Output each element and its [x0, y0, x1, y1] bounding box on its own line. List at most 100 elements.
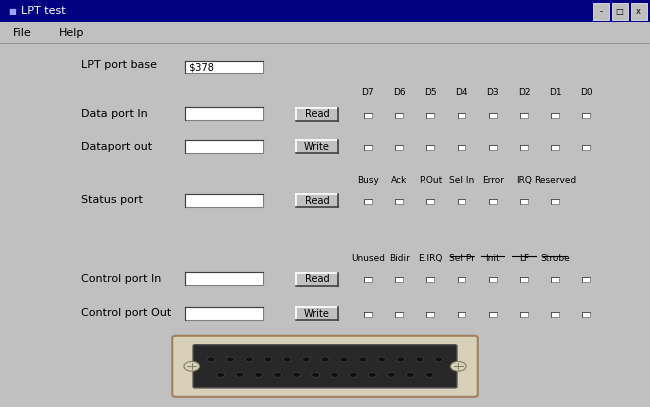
Text: D7: D7: [361, 88, 374, 97]
FancyBboxPatch shape: [395, 113, 403, 118]
Text: Write: Write: [304, 142, 330, 152]
FancyBboxPatch shape: [582, 312, 590, 317]
Text: -: -: [599, 7, 602, 16]
FancyBboxPatch shape: [426, 312, 434, 317]
Circle shape: [184, 361, 200, 371]
Circle shape: [255, 372, 263, 377]
FancyBboxPatch shape: [426, 145, 434, 150]
FancyBboxPatch shape: [364, 113, 372, 118]
Text: Sel In: Sel In: [449, 176, 474, 185]
Circle shape: [359, 357, 367, 362]
Text: Status port: Status port: [81, 195, 143, 205]
Text: x: x: [636, 7, 641, 16]
FancyBboxPatch shape: [364, 145, 372, 150]
FancyBboxPatch shape: [296, 194, 338, 207]
FancyBboxPatch shape: [185, 272, 263, 285]
Text: Ack: Ack: [391, 176, 407, 185]
Circle shape: [425, 372, 433, 377]
FancyBboxPatch shape: [185, 307, 263, 320]
Text: Busy: Busy: [357, 176, 379, 185]
FancyBboxPatch shape: [612, 3, 628, 20]
Text: LPT test: LPT test: [21, 7, 66, 16]
Circle shape: [302, 357, 310, 362]
FancyBboxPatch shape: [458, 312, 465, 317]
FancyBboxPatch shape: [520, 199, 528, 204]
Text: D0: D0: [580, 88, 593, 97]
FancyBboxPatch shape: [551, 199, 559, 204]
FancyBboxPatch shape: [551, 113, 559, 118]
FancyBboxPatch shape: [520, 113, 528, 118]
Circle shape: [245, 357, 253, 362]
Text: Read: Read: [305, 274, 329, 284]
FancyBboxPatch shape: [426, 113, 434, 118]
Circle shape: [435, 357, 443, 362]
Circle shape: [406, 372, 414, 377]
Circle shape: [416, 357, 424, 362]
Text: Error: Error: [482, 176, 504, 185]
FancyBboxPatch shape: [0, 0, 650, 22]
Text: □: □: [616, 7, 623, 16]
Text: Control port In: Control port In: [81, 274, 162, 284]
FancyBboxPatch shape: [551, 312, 559, 317]
Circle shape: [340, 357, 348, 362]
Text: File: File: [13, 28, 32, 38]
FancyBboxPatch shape: [551, 277, 559, 282]
FancyBboxPatch shape: [193, 345, 457, 388]
Circle shape: [369, 372, 376, 377]
FancyBboxPatch shape: [551, 145, 559, 150]
Text: Write: Write: [304, 309, 330, 319]
FancyBboxPatch shape: [364, 312, 372, 317]
FancyBboxPatch shape: [582, 113, 590, 118]
Text: IRQ: IRQ: [516, 176, 532, 185]
Text: Reserved: Reserved: [534, 176, 577, 185]
Circle shape: [283, 357, 291, 362]
Circle shape: [236, 372, 244, 377]
Text: Init: Init: [486, 254, 500, 263]
FancyBboxPatch shape: [296, 108, 338, 121]
Circle shape: [331, 372, 339, 377]
Text: D6: D6: [393, 88, 406, 97]
Text: D1: D1: [549, 88, 562, 97]
FancyBboxPatch shape: [520, 312, 528, 317]
FancyBboxPatch shape: [185, 61, 263, 73]
FancyBboxPatch shape: [395, 277, 403, 282]
Text: Help: Help: [58, 28, 84, 38]
FancyBboxPatch shape: [458, 277, 465, 282]
FancyBboxPatch shape: [395, 199, 403, 204]
Text: D5: D5: [424, 88, 437, 97]
Text: Dataport out: Dataport out: [81, 142, 152, 151]
FancyBboxPatch shape: [489, 312, 497, 317]
Text: Control port Out: Control port Out: [81, 309, 172, 318]
Circle shape: [387, 372, 395, 377]
FancyBboxPatch shape: [520, 277, 528, 282]
Text: Read: Read: [305, 109, 329, 119]
FancyBboxPatch shape: [395, 312, 403, 317]
Text: Unused: Unused: [351, 254, 385, 263]
FancyBboxPatch shape: [489, 199, 497, 204]
FancyBboxPatch shape: [185, 107, 263, 120]
Circle shape: [378, 357, 386, 362]
Text: Read: Read: [305, 196, 329, 206]
Text: E.IRQ: E.IRQ: [418, 254, 443, 263]
FancyBboxPatch shape: [630, 3, 647, 20]
Circle shape: [292, 372, 300, 377]
FancyBboxPatch shape: [489, 277, 497, 282]
Text: Bidir: Bidir: [389, 254, 410, 263]
FancyBboxPatch shape: [296, 307, 338, 320]
Circle shape: [226, 357, 234, 362]
FancyBboxPatch shape: [172, 336, 478, 397]
FancyBboxPatch shape: [185, 194, 263, 207]
FancyBboxPatch shape: [458, 145, 465, 150]
FancyBboxPatch shape: [458, 199, 465, 204]
Text: $378: $378: [188, 62, 213, 72]
FancyBboxPatch shape: [489, 113, 497, 118]
Text: LF: LF: [519, 254, 529, 263]
Circle shape: [265, 357, 272, 362]
FancyBboxPatch shape: [185, 140, 263, 153]
FancyBboxPatch shape: [582, 277, 590, 282]
Circle shape: [207, 357, 215, 362]
FancyBboxPatch shape: [582, 145, 590, 150]
Text: Sel Pr: Sel Pr: [448, 254, 474, 263]
Text: Data port In: Data port In: [81, 109, 148, 119]
FancyBboxPatch shape: [426, 199, 434, 204]
